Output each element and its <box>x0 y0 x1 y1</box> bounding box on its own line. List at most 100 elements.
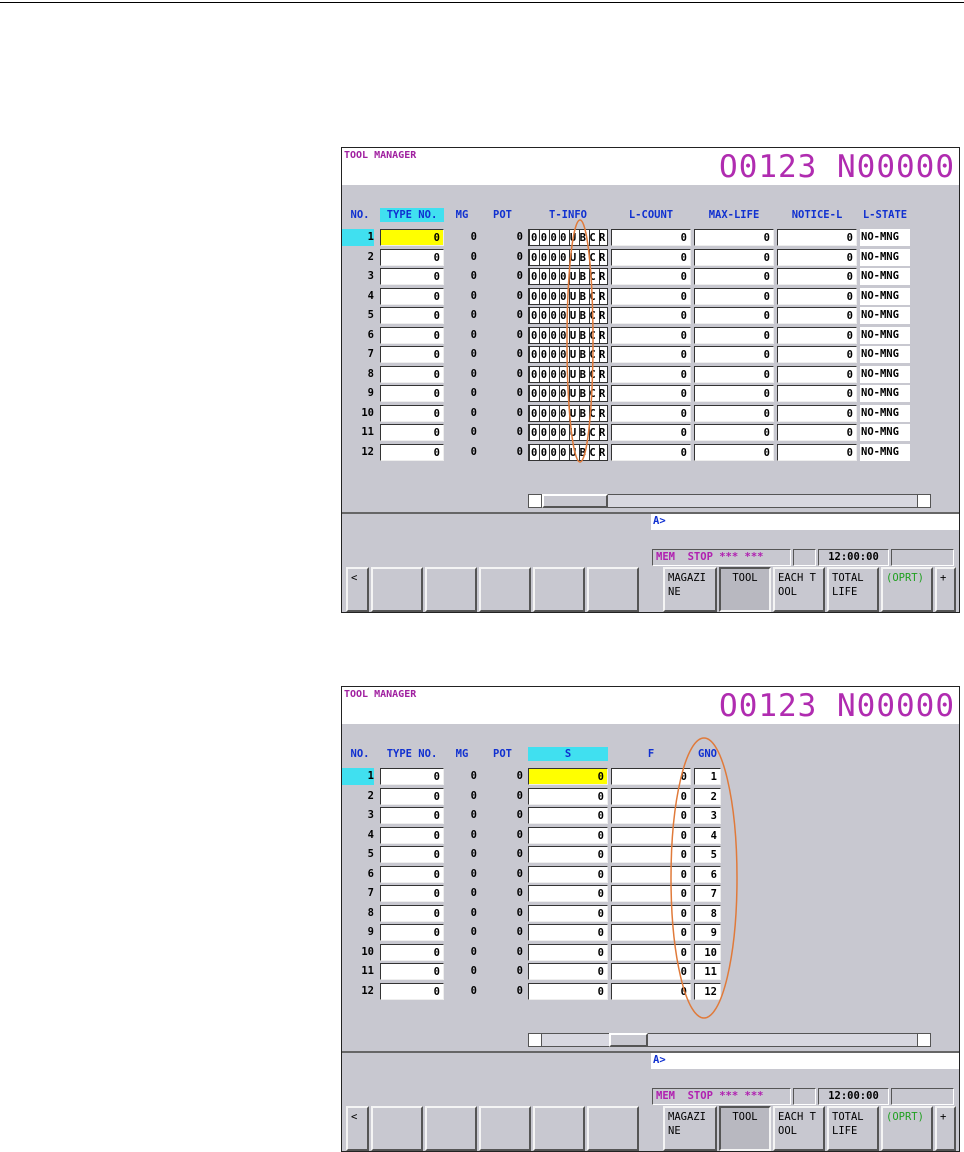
column-header: T-INFO <box>549 209 587 221</box>
cell: NO-MNG <box>860 443 910 461</box>
cell: 0 <box>380 826 444 844</box>
softkey[interactable]: (OPRT) <box>881 1106 933 1151</box>
cell: 3 <box>367 809 374 821</box>
softkey-blank[interactable] <box>587 1106 639 1151</box>
cell: 0 <box>611 229 691 246</box>
cell: 3 <box>367 270 374 282</box>
cell: 10 <box>361 406 374 419</box>
cell: 0 <box>516 984 523 997</box>
cell: 0 <box>694 326 774 344</box>
softkey[interactable]: TOOL <box>719 1106 771 1151</box>
column-header: MG <box>455 748 469 760</box>
cell: 0 <box>380 248 444 266</box>
scroll-thumb <box>609 1033 648 1047</box>
program-number: O0123 N00000 <box>719 688 955 724</box>
cell: 0000UBCR <box>528 248 608 266</box>
softkey[interactable]: (OPRT) <box>881 567 933 612</box>
cell: 0 <box>516 848 523 860</box>
softkey[interactable]: < <box>346 1106 369 1151</box>
cell: 0 <box>611 787 691 805</box>
cell: 0 <box>380 424 444 441</box>
cell: 0 <box>777 365 857 383</box>
softkey[interactable]: TOTAL LIFE <box>827 567 879 612</box>
cell: 0 <box>611 865 691 883</box>
cell: 2 <box>694 787 721 805</box>
input-prompt: A> <box>653 1054 666 1066</box>
cell: 0 <box>528 982 608 1000</box>
softkey[interactable]: + <box>935 567 956 612</box>
cell: NO-MNG <box>860 229 910 246</box>
cell: NO-MNG <box>860 268 910 285</box>
cell: 0 <box>528 963 608 980</box>
cell: 0 <box>470 906 477 919</box>
cell: 0 <box>611 904 691 922</box>
softkey-blank[interactable] <box>479 1106 531 1151</box>
status-blank <box>793 549 816 566</box>
cell: 0 <box>694 365 774 383</box>
cell: 0 <box>470 387 477 399</box>
status-time: 12:00:00 <box>818 549 889 566</box>
softkey-blank[interactable] <box>533 1106 585 1151</box>
cell: 0000UBCR <box>528 287 608 305</box>
cell: 0 <box>470 250 477 263</box>
cell: 0 <box>611 943 691 961</box>
cell: 3 <box>694 807 721 824</box>
cell: 0 <box>611 846 691 863</box>
cell: NO-MNG <box>860 248 910 266</box>
softkey[interactable]: EACH T OOL <box>773 567 825 612</box>
cell: 0 <box>516 828 523 841</box>
cell: 4 <box>694 826 721 844</box>
cell: 0 <box>470 445 477 458</box>
cell: 0 <box>694 307 774 324</box>
cell: 0 <box>777 404 857 422</box>
softkey[interactable]: MAGAZI NE <box>663 567 717 612</box>
softkey[interactable]: < <box>346 567 369 612</box>
column-header: TYPE NO. <box>386 748 438 760</box>
cell: 0 <box>516 309 523 321</box>
softkey-blank[interactable] <box>533 567 585 612</box>
cell: 10 <box>361 945 374 958</box>
cell: 9 <box>694 924 721 941</box>
column-header: S <box>528 747 608 761</box>
softkey-blank[interactable] <box>425 567 477 612</box>
softkey[interactable]: MAGAZI NE <box>663 1106 717 1151</box>
cell: 1 <box>694 768 721 785</box>
cell: 0 <box>528 807 608 824</box>
cell: 0 <box>470 926 477 938</box>
cell: 0 <box>516 270 523 282</box>
cell: 0 <box>611 326 691 344</box>
cell: 0 <box>380 846 444 863</box>
column-header: TYPE NO. <box>380 208 444 222</box>
cell: 0 <box>516 887 523 899</box>
cell: 0 <box>470 984 477 997</box>
cell: 8 <box>367 906 374 919</box>
cell: 12 <box>361 445 374 458</box>
softkey-blank[interactable] <box>371 1106 423 1151</box>
cell: 0 <box>528 768 608 785</box>
softkey-blank[interactable] <box>587 567 639 612</box>
cell: 0 <box>516 406 523 419</box>
cell: 0 <box>380 807 444 824</box>
cell: 0 <box>528 787 608 805</box>
cell: 0 <box>777 248 857 266</box>
softkey[interactable]: TOOL <box>719 567 771 612</box>
cell: 0 <box>611 982 691 1000</box>
softkey[interactable]: + <box>935 1106 956 1151</box>
cell: 1 <box>342 229 374 246</box>
cell: 0 <box>528 924 608 941</box>
column-header: POT <box>493 209 512 221</box>
cell: 0 <box>380 365 444 383</box>
cell: 5 <box>694 846 721 863</box>
softkey-blank[interactable] <box>479 567 531 612</box>
cell: 0 <box>516 328 523 341</box>
softkey-blank[interactable] <box>425 1106 477 1151</box>
softkey[interactable]: EACH T OOL <box>773 1106 825 1151</box>
softkey-blank[interactable] <box>371 567 423 612</box>
cell: 0 <box>380 865 444 883</box>
cell: NO-MNG <box>860 424 910 441</box>
cell: 11 <box>361 426 374 438</box>
cell: 5 <box>367 848 374 860</box>
cell: 0 <box>470 828 477 841</box>
softkey[interactable]: TOTAL LIFE <box>827 1106 879 1151</box>
cell: 0 <box>528 904 608 922</box>
